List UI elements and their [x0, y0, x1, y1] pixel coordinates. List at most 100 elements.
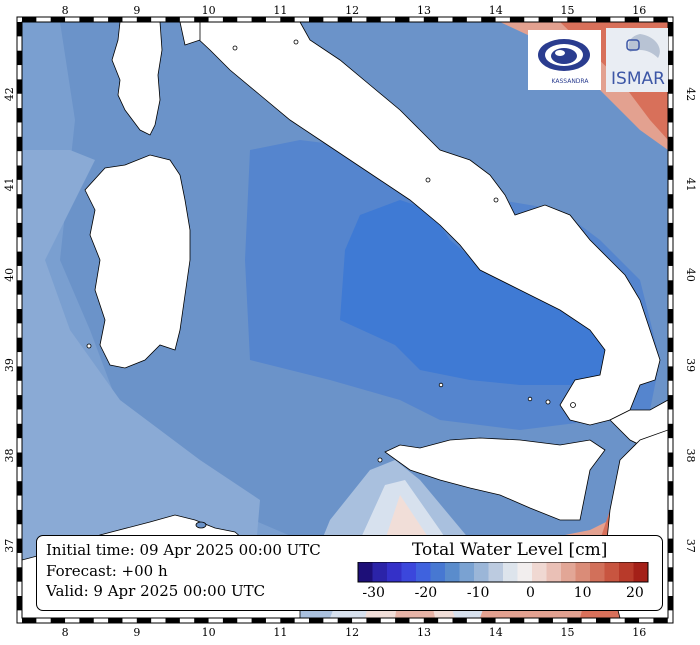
frame-seg-bottom [337, 618, 353, 623]
frame-seg-left [17, 194, 22, 209]
frame-seg-top [481, 17, 496, 22]
lon-tick-label: 16 [632, 4, 646, 17]
frame-seg-right [668, 79, 673, 94]
frame-seg-right [668, 22, 673, 37]
frame-seg-bottom [596, 618, 611, 623]
lon-tick-label: 9 [133, 626, 140, 639]
frame-seg-top [165, 17, 180, 22]
frame-seg-right [668, 251, 673, 266]
frame-seg-left [17, 423, 22, 439]
island-small-10 [377, 457, 383, 463]
lat-tick-label: 39 [3, 358, 16, 372]
colorbar-title: Total Water Level [cm] [412, 540, 608, 560]
longitude-labels-top: 8 9 10 11 12 13 14 15 16 [62, 4, 647, 17]
frame-seg-top [194, 17, 209, 22]
frame-seg-bottom [136, 618, 152, 623]
frame-seg-top [108, 17, 123, 22]
frame-seg-left [17, 309, 22, 324]
frame-seg-right [668, 194, 673, 209]
frame-seg-right [668, 136, 673, 152]
lat-tick-label: 39 [684, 358, 697, 372]
colorbar-swatch [546, 562, 562, 582]
lat-tick-label: 42 [3, 87, 16, 101]
longitude-labels-bottom: 8 9 10 11 12 13 14 15 16 [62, 626, 647, 639]
lat-tick-label: 42 [684, 87, 697, 101]
frame-seg-top [309, 17, 324, 22]
frame-seg-right [668, 337, 673, 353]
frame-seg-right [668, 509, 673, 525]
colorbar-swatch [633, 562, 649, 582]
colorbar-swatch [358, 562, 373, 582]
logo-kassandra-inner [551, 48, 577, 64]
colorbar-tick-label: 0 [525, 585, 535, 601]
frame-seg-top [567, 17, 582, 22]
frame-seg-top [366, 17, 381, 22]
frame-seg-right [668, 366, 673, 381]
frame-seg-top [222, 17, 238, 22]
logo-kassandra: KASSANDRA [528, 30, 601, 90]
land-tyrrhenian-coast [179, 22, 201, 46]
colorbar-swatch [401, 562, 417, 582]
lat-tick-label: 37 [684, 539, 697, 553]
map-frame [16, 16, 674, 624]
frame-seg-left [17, 136, 22, 152]
frame-seg-right [668, 165, 673, 180]
latitude-labels-left: 42 41 40 39 38 37 [3, 87, 16, 553]
colorbar-swatch [575, 562, 591, 582]
island-pantelleria [195, 521, 207, 529]
frame-seg-left [17, 509, 22, 525]
island-small-5 [570, 402, 576, 408]
lon-tick-label: 8 [62, 4, 69, 17]
lon-tick-label: 12 [345, 626, 359, 639]
lon-tick-label: 11 [273, 4, 287, 17]
frame-seg-top [509, 17, 525, 22]
frame-seg-top [280, 17, 295, 22]
frame-seg-top [538, 17, 553, 22]
frame-seg-right [668, 423, 673, 439]
land-sardinia [84, 154, 191, 369]
frame-seg-left [17, 50, 22, 66]
frame-seg-left [17, 79, 22, 94]
colorbar-tick-label: 10 [573, 585, 592, 601]
frame-seg-right [668, 280, 673, 295]
lon-tick-label: 10 [202, 4, 216, 17]
frame-seg-right [668, 222, 673, 238]
colorbar-swatch [604, 562, 620, 582]
colorbar-tick-label: -10 [466, 585, 490, 601]
lon-tick-label: 8 [62, 626, 69, 639]
frame-seg-left [17, 22, 22, 37]
frame-seg-bottom [624, 618, 640, 623]
frame-seg-top [423, 17, 439, 22]
frame-seg-right [668, 108, 673, 123]
colorbar-swatch [561, 562, 576, 582]
island-small-6 [545, 399, 551, 405]
frame-seg-bottom [22, 618, 37, 623]
frame-seg-bottom [194, 618, 209, 623]
logo-ismar-text: ISMAR [611, 69, 665, 89]
island-small-7 [527, 396, 533, 402]
frame-seg-right [668, 452, 673, 467]
frame-seg-left [17, 165, 22, 180]
logo-ismar: ISMAR [606, 28, 668, 92]
frame-seg-left [17, 366, 22, 381]
lat-tick-label: 41 [684, 178, 697, 192]
lon-tick-label: 13 [417, 4, 431, 17]
frame-seg-right [668, 395, 673, 410]
lon-tick-label: 16 [632, 626, 646, 639]
forecast-hours: Forecast: +00 h [46, 562, 168, 580]
lat-tick-label: 38 [3, 448, 16, 462]
frame-seg-top [395, 17, 410, 22]
colorbar-tick-label: 20 [626, 585, 644, 601]
colorbar-swatch [532, 562, 547, 582]
colorbar-swatch [387, 562, 402, 582]
logo-kassandra-eye [555, 50, 565, 56]
colorbar-tick-label: -30 [362, 585, 385, 601]
frame-seg-right [668, 50, 673, 66]
lon-tick-label: 14 [489, 4, 503, 17]
colorbar-swatch [445, 562, 460, 582]
frame-seg-bottom [395, 618, 410, 623]
frame-seg-top [337, 17, 353, 22]
frame-seg-bottom [452, 618, 467, 623]
frame-seg-bottom [108, 618, 123, 623]
island-small-4 [493, 197, 499, 203]
